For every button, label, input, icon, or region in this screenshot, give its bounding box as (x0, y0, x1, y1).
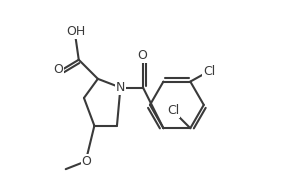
Text: OH: OH (67, 25, 86, 38)
Text: Cl: Cl (203, 65, 215, 78)
Text: O: O (137, 49, 147, 62)
Text: N: N (116, 81, 125, 94)
Text: O: O (82, 155, 92, 168)
Text: Cl: Cl (167, 104, 179, 117)
Text: O: O (53, 63, 63, 76)
